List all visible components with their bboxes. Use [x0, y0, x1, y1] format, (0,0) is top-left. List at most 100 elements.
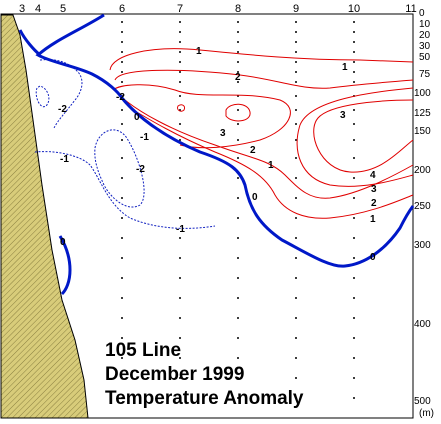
sample-dot [353, 51, 355, 53]
sample-dot [179, 31, 181, 33]
depth-label: 500 [414, 396, 431, 407]
contour-label: 0 [60, 237, 66, 248]
sample-dot [179, 21, 181, 23]
sample-dot [121, 61, 123, 63]
sample-dot [237, 41, 239, 43]
sample-dot [353, 317, 355, 319]
sample-dot [237, 377, 239, 379]
contour-closed-top [225, 103, 251, 122]
station-label: 9 [293, 3, 299, 15]
sample-dot [295, 139, 297, 141]
sample-dot [121, 217, 123, 219]
sample-dot [295, 197, 297, 199]
sample-dot [237, 81, 239, 83]
contour-label: -1 [176, 224, 185, 235]
sample-dot [121, 377, 123, 379]
depth-label: 10 [419, 19, 431, 30]
contour-line-1-top [109, 48, 414, 71]
sample-dot [237, 21, 239, 23]
sample-dot [237, 277, 239, 279]
sample-dot [179, 217, 181, 219]
contour-neg-1 [34, 151, 216, 229]
sample-dot [179, 317, 181, 319]
sample-dot [121, 21, 123, 23]
sample-dot [237, 237, 239, 239]
sample-dot [295, 21, 297, 23]
sample-dot [121, 397, 123, 399]
sample-dot [353, 31, 355, 33]
sample-dot [121, 337, 123, 339]
depth-label: 20 [419, 30, 431, 41]
caption-line-3: Temperature Anomaly [105, 388, 304, 409]
contour-label: -2 [116, 92, 125, 103]
contour-label: 2 [371, 198, 377, 209]
sample-dot [179, 41, 181, 43]
sample-dot [237, 337, 239, 339]
sample-dot [121, 109, 123, 111]
depth-label: 200 [414, 165, 431, 176]
depth-label: 100 [414, 88, 431, 99]
sample-dot [179, 237, 181, 239]
sample-dot [353, 61, 355, 63]
sample-dot [237, 61, 239, 63]
sample-dot [179, 377, 181, 379]
sample-dot [353, 21, 355, 23]
contour-line-1-bottom [129, 107, 414, 219]
sample-dot [295, 71, 297, 73]
depth-axis: 0 10 20 30 50 75 100 125 150 200 250 300… [414, 8, 434, 419]
sample-dot [295, 41, 297, 43]
contour-line-2-bottom [124, 99, 414, 199]
sample-dot [295, 157, 297, 159]
caption: 105 Line December 1999 Temperature Anoma… [105, 340, 304, 409]
contour-labels: 1 1 2 3 3 2 1 4 3 2 1 0 0 0 0 -2 -2 -2 -… [58, 46, 377, 263]
sample-dot [353, 357, 355, 359]
sample-dot [179, 71, 181, 73]
depth-label: 125 [414, 108, 431, 119]
sample-dot [353, 177, 355, 179]
sample-dot [237, 31, 239, 33]
sample-dot [121, 297, 123, 299]
sample-dot [237, 71, 239, 73]
station-label: 4 [35, 3, 41, 15]
sample-dot [237, 357, 239, 359]
contour-label: -1 [60, 154, 69, 165]
contour-neg-2-lower [94, 129, 145, 208]
sample-dot [237, 217, 239, 219]
sample-dot [121, 81, 123, 83]
sample-dot [237, 297, 239, 299]
sample-dot [295, 31, 297, 33]
sample-points [121, 21, 355, 399]
sample-dot [295, 377, 297, 379]
contour-line-3 [112, 84, 291, 149]
sample-dot [353, 217, 355, 219]
sample-dot [179, 397, 181, 399]
sample-dot [353, 157, 355, 159]
sample-dot [237, 123, 239, 125]
sample-dot [121, 177, 123, 179]
sample-dot [179, 95, 181, 97]
sample-dot [295, 297, 297, 299]
sample-dot [179, 197, 181, 199]
sample-dot [121, 31, 123, 33]
sample-dot [179, 157, 181, 159]
sample-dot [353, 123, 355, 125]
contour-label: 1 [370, 214, 376, 225]
sample-dot [121, 277, 123, 279]
zero-contour-main [35, 13, 415, 268]
sample-dot [295, 177, 297, 179]
sample-dot [237, 109, 239, 111]
land-hatching [0, 14, 89, 419]
zero-contour-lower [58, 235, 72, 296]
sample-dot [237, 51, 239, 53]
sample-dot [179, 357, 181, 359]
sample-dot [237, 177, 239, 179]
depth-label: 30 [419, 41, 431, 52]
sample-dot [237, 157, 239, 159]
depth-label: 50 [419, 52, 431, 63]
contour-neg-2-upper [39, 59, 83, 129]
sample-dot [295, 337, 297, 339]
sample-dot [295, 81, 297, 83]
contour-label: -2 [58, 104, 67, 115]
sample-dot [179, 337, 181, 339]
contour-neg-small-loop [35, 85, 50, 108]
